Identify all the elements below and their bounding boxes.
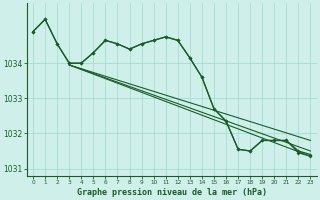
X-axis label: Graphe pression niveau de la mer (hPa): Graphe pression niveau de la mer (hPa) <box>77 188 267 197</box>
